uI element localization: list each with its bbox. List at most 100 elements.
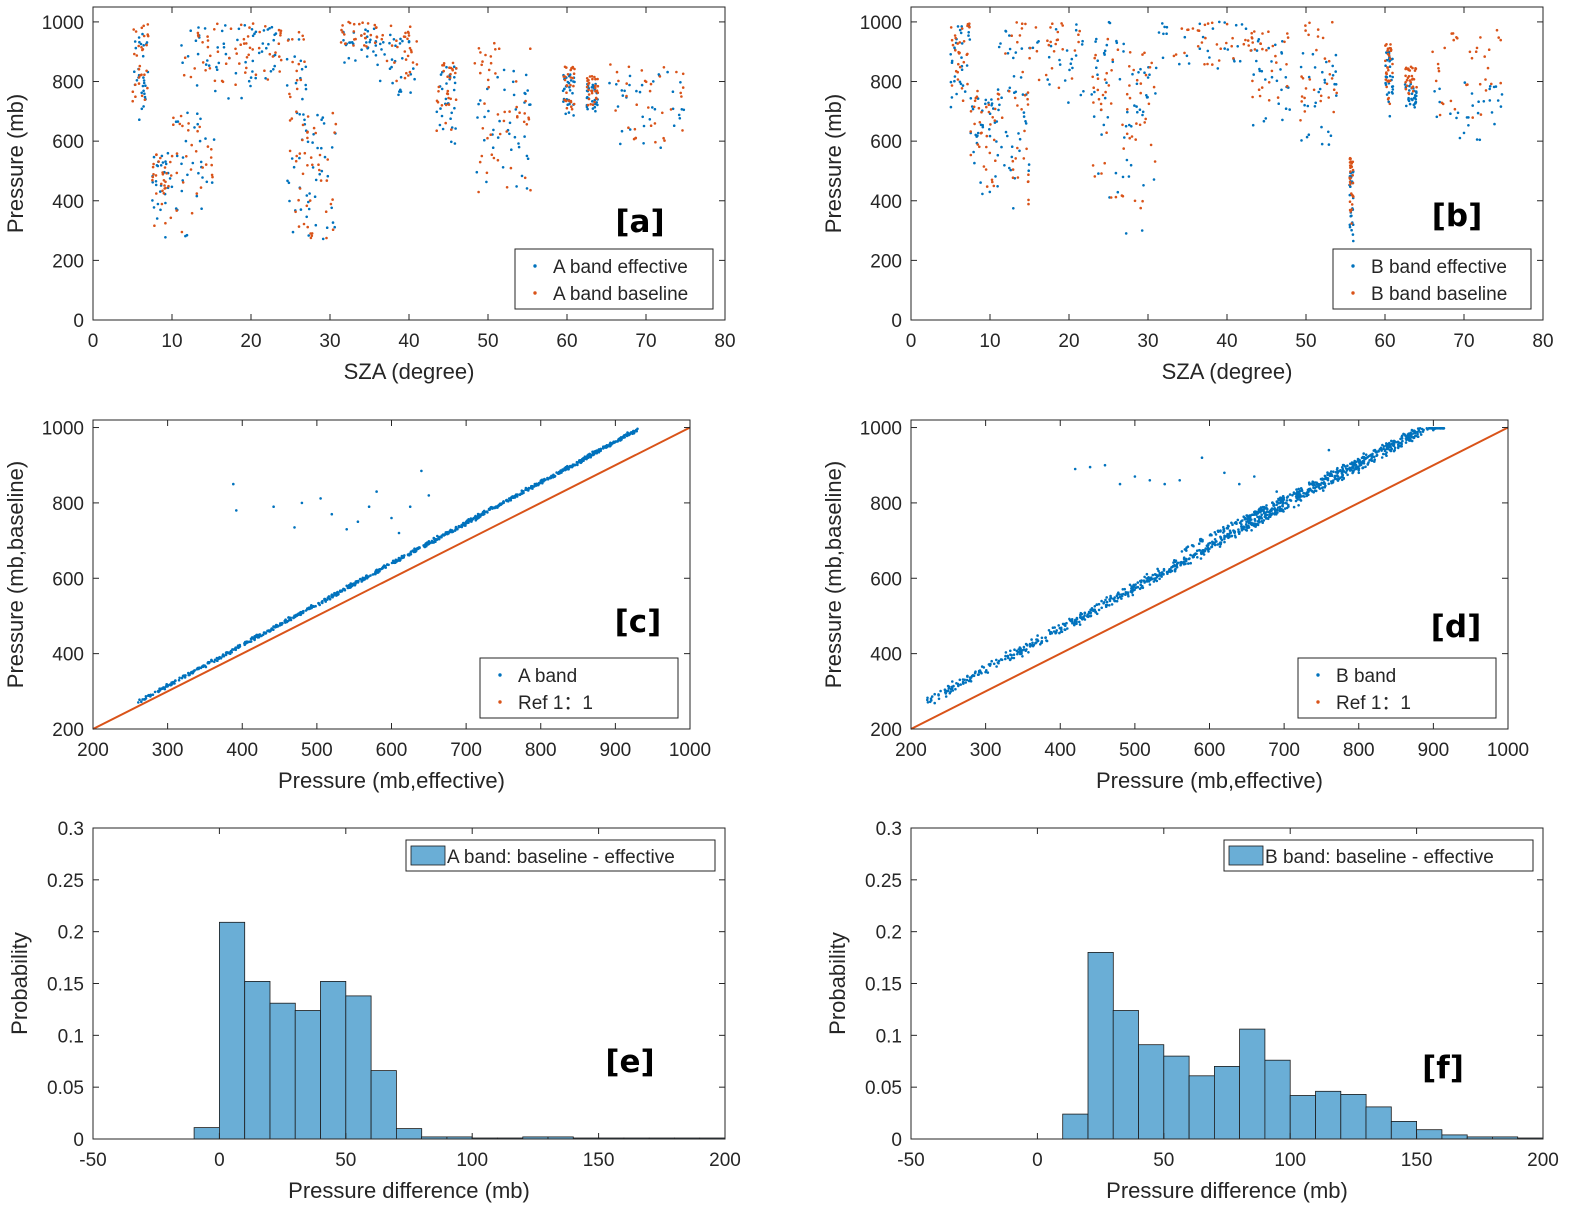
data-point xyxy=(395,39,398,42)
data-point xyxy=(195,192,199,195)
data-point xyxy=(157,160,160,163)
data-point xyxy=(316,113,319,117)
data-point xyxy=(1390,439,1393,443)
data-point xyxy=(304,65,308,69)
data-point xyxy=(234,83,237,86)
data-point xyxy=(487,68,491,72)
data-point xyxy=(1313,66,1317,69)
data-point xyxy=(166,151,170,155)
data-point xyxy=(1003,164,1006,167)
data-point xyxy=(318,168,321,172)
data-point xyxy=(152,206,156,209)
data-point xyxy=(653,122,657,125)
data-point xyxy=(279,58,283,62)
data-point xyxy=(317,163,320,166)
data-point xyxy=(1096,88,1100,92)
data-point xyxy=(1237,528,1240,531)
data-point xyxy=(405,71,408,75)
data-point xyxy=(570,105,573,108)
data-point xyxy=(998,103,1001,107)
series-b-band-effective xyxy=(949,20,1504,243)
data-point xyxy=(269,70,273,73)
data-point xyxy=(1257,88,1261,91)
data-point xyxy=(305,194,309,197)
data-point xyxy=(1385,445,1389,449)
data-point xyxy=(585,77,589,80)
data-point xyxy=(1246,39,1250,42)
data-point xyxy=(423,543,427,547)
data-point xyxy=(1012,207,1015,210)
data-point xyxy=(248,46,252,50)
x-tick-label: 40 xyxy=(1216,331,1237,352)
data-point xyxy=(563,65,567,69)
data-point xyxy=(1458,136,1462,140)
x-tick-label: 30 xyxy=(319,331,340,352)
x-tick-label: 1000 xyxy=(1487,740,1529,761)
data-point xyxy=(1141,113,1144,117)
data-point xyxy=(969,110,973,113)
data-point xyxy=(937,697,941,701)
data-point xyxy=(996,92,1000,96)
x-tick-label: 500 xyxy=(301,740,333,761)
data-point xyxy=(579,459,582,462)
data-point xyxy=(1375,451,1378,454)
panel-tag: [d] xyxy=(1431,609,1482,645)
data-point xyxy=(318,153,322,157)
data-point xyxy=(1095,612,1099,616)
data-point xyxy=(1252,73,1255,76)
data-point xyxy=(1031,641,1034,645)
data-point xyxy=(489,61,493,65)
x-tick-label: 150 xyxy=(1401,1150,1433,1171)
data-point xyxy=(297,198,300,202)
data-point xyxy=(353,38,356,41)
data-point xyxy=(1143,121,1146,124)
data-point xyxy=(1138,108,1142,111)
data-point xyxy=(1206,49,1210,53)
legend-box xyxy=(479,657,679,719)
data-point xyxy=(1237,532,1241,535)
data-point xyxy=(982,165,986,168)
legend-label: Ref 1：1 xyxy=(1336,693,1411,714)
data-point xyxy=(174,679,177,682)
data-point xyxy=(1125,92,1129,96)
data-point xyxy=(1004,651,1008,654)
data-point xyxy=(303,151,307,155)
data-point xyxy=(515,185,518,188)
data-point xyxy=(1250,31,1253,35)
data-point xyxy=(564,112,567,116)
data-point xyxy=(331,228,335,231)
data-point xyxy=(1217,59,1221,62)
data-point xyxy=(1349,160,1353,163)
data-point xyxy=(1488,99,1492,102)
data-point xyxy=(1471,104,1474,107)
data-point xyxy=(497,504,501,508)
x-tick-label: 500 xyxy=(1119,740,1151,761)
data-point xyxy=(981,192,984,196)
data-point xyxy=(1108,598,1111,601)
data-point xyxy=(1438,100,1441,104)
data-point xyxy=(1225,22,1229,26)
data-point xyxy=(1388,114,1392,118)
data-point xyxy=(179,114,183,118)
data-point xyxy=(498,132,502,136)
data-point xyxy=(258,30,262,34)
data-point xyxy=(484,53,487,57)
data-point xyxy=(1404,87,1408,91)
data-point xyxy=(575,461,579,465)
outlier-point xyxy=(420,469,423,473)
data-point xyxy=(197,26,200,29)
data-point xyxy=(588,75,592,78)
data-point xyxy=(980,671,983,675)
data-point xyxy=(1018,34,1022,37)
outlier-point xyxy=(1163,482,1166,486)
data-point xyxy=(522,120,526,124)
data-point xyxy=(536,483,540,487)
histogram-bar xyxy=(395,1128,423,1140)
data-point xyxy=(180,162,183,166)
data-point xyxy=(1267,81,1271,84)
data-point xyxy=(997,108,1000,112)
data-point xyxy=(621,94,625,97)
data-point xyxy=(271,55,275,58)
data-point xyxy=(1350,192,1353,195)
data-point xyxy=(1203,23,1207,27)
